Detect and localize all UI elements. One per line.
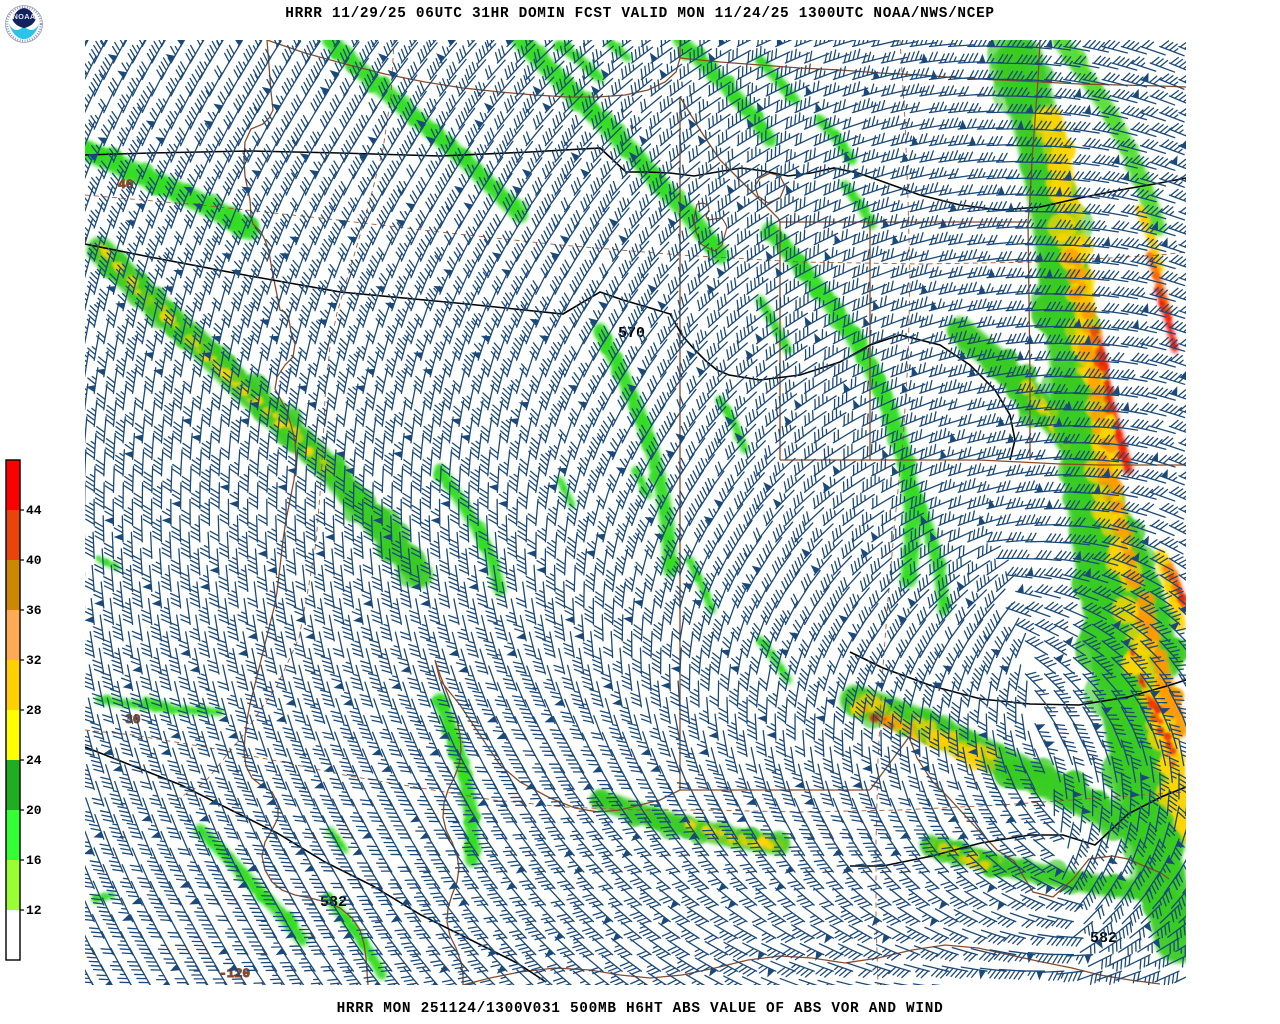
svg-text:12: 12: [26, 903, 42, 918]
svg-text:36: 36: [26, 603, 42, 618]
svg-text:40: 40: [26, 553, 42, 568]
svg-text:20: 20: [26, 803, 42, 818]
svg-text:24: 24: [26, 753, 42, 768]
svg-text:28: 28: [26, 703, 42, 718]
svg-text:32: 32: [26, 653, 42, 668]
svg-text:44: 44: [26, 503, 42, 518]
svg-text:16: 16: [26, 853, 42, 868]
